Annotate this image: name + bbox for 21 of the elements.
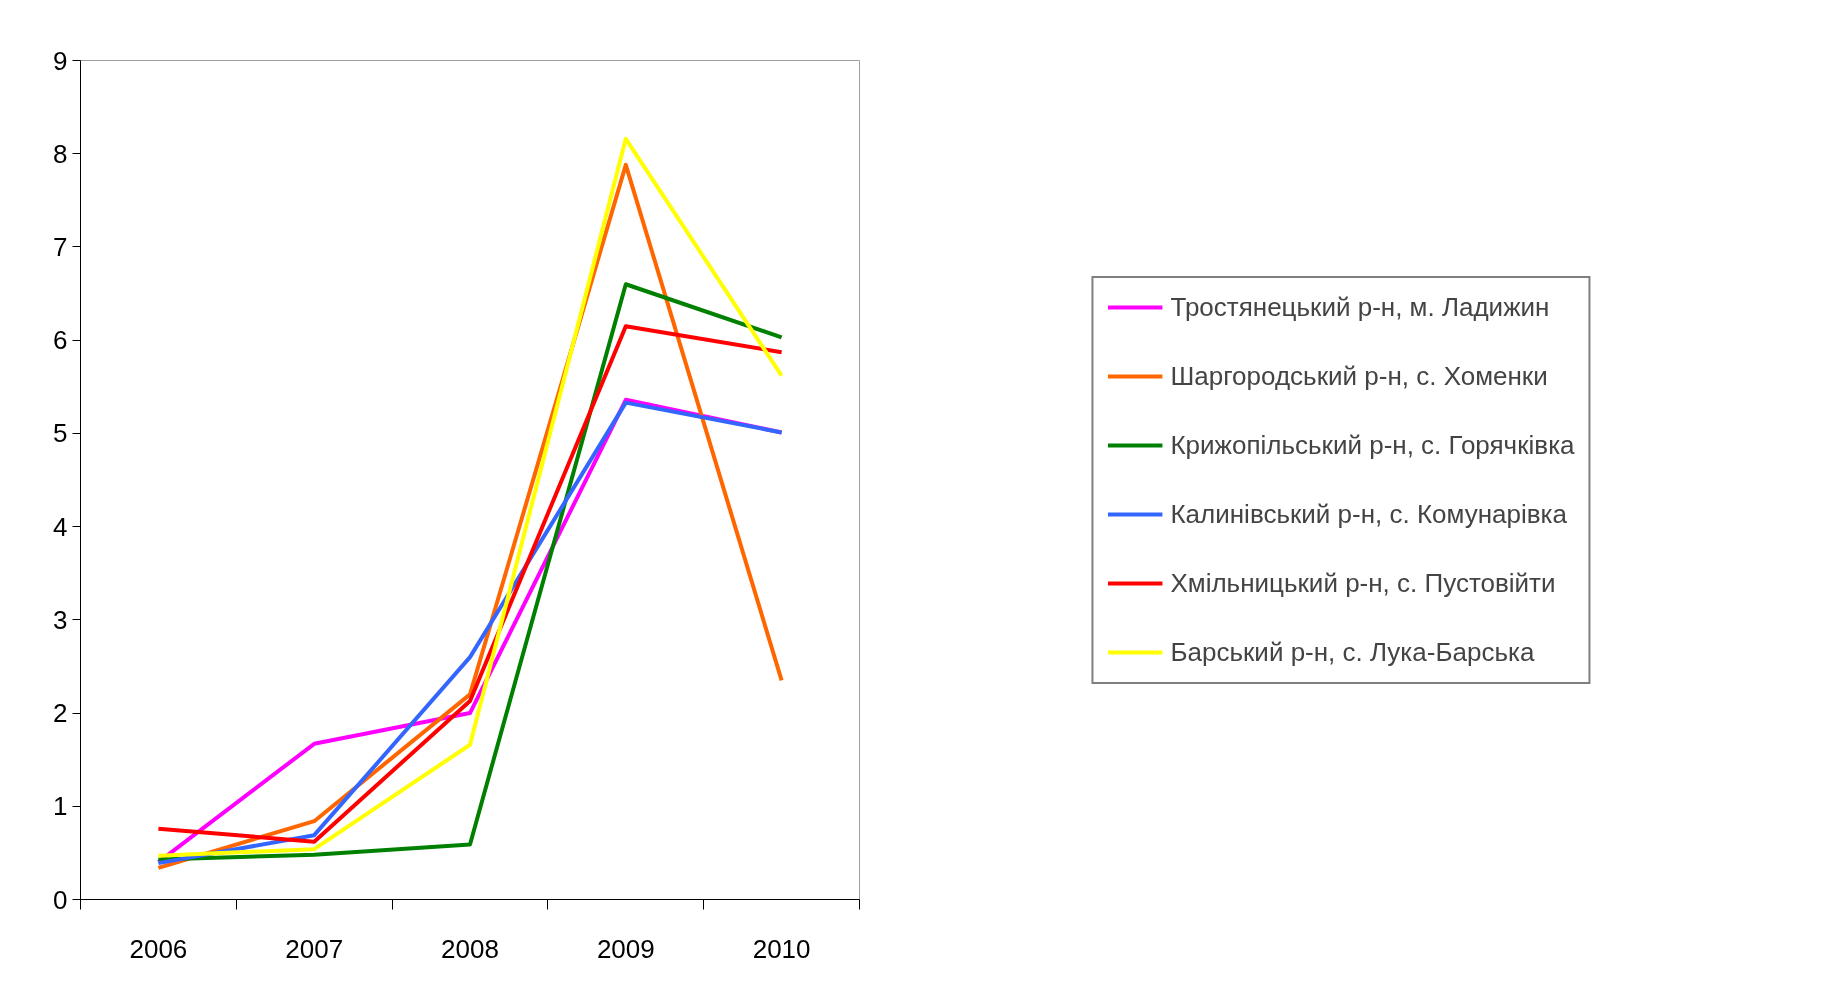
y-tick-label: 3 [53,604,68,635]
y-tick-label: 0 [53,884,68,915]
x-tick-label: 2009 [596,933,655,964]
y-tick-label: 4 [53,511,68,542]
legend-label: Шаргородський р-н, с. Хоменки [1170,360,1548,392]
y-tick-label: 6 [53,325,68,356]
legend-label: Калинівський р-н, с. Комунарівка [1170,498,1568,530]
y-tick-label: 2 [53,698,68,729]
x-tick-label: 2006 [129,933,188,964]
x-tick-label: 2008 [441,933,499,964]
x-tick-label: 2007 [285,933,344,964]
y-tick-label: 7 [53,231,68,262]
x-tick-label: 2010 [752,933,811,964]
y-tick-label: 1 [53,791,68,822]
legend-label: Барський р-н, с. Лука-Барська [1170,636,1535,668]
legend-label: Хмільницький р-н, с. Пустовійти [1170,567,1556,599]
y-tick-label: 8 [53,138,68,169]
legend-label: Крижопільський р-н, с. Горячківка [1170,429,1575,461]
y-tick-label: 5 [53,418,68,449]
legend-label: Тростянецький р-н, м. Ладижин [1170,291,1550,323]
y-tick-label: 9 [53,45,68,76]
